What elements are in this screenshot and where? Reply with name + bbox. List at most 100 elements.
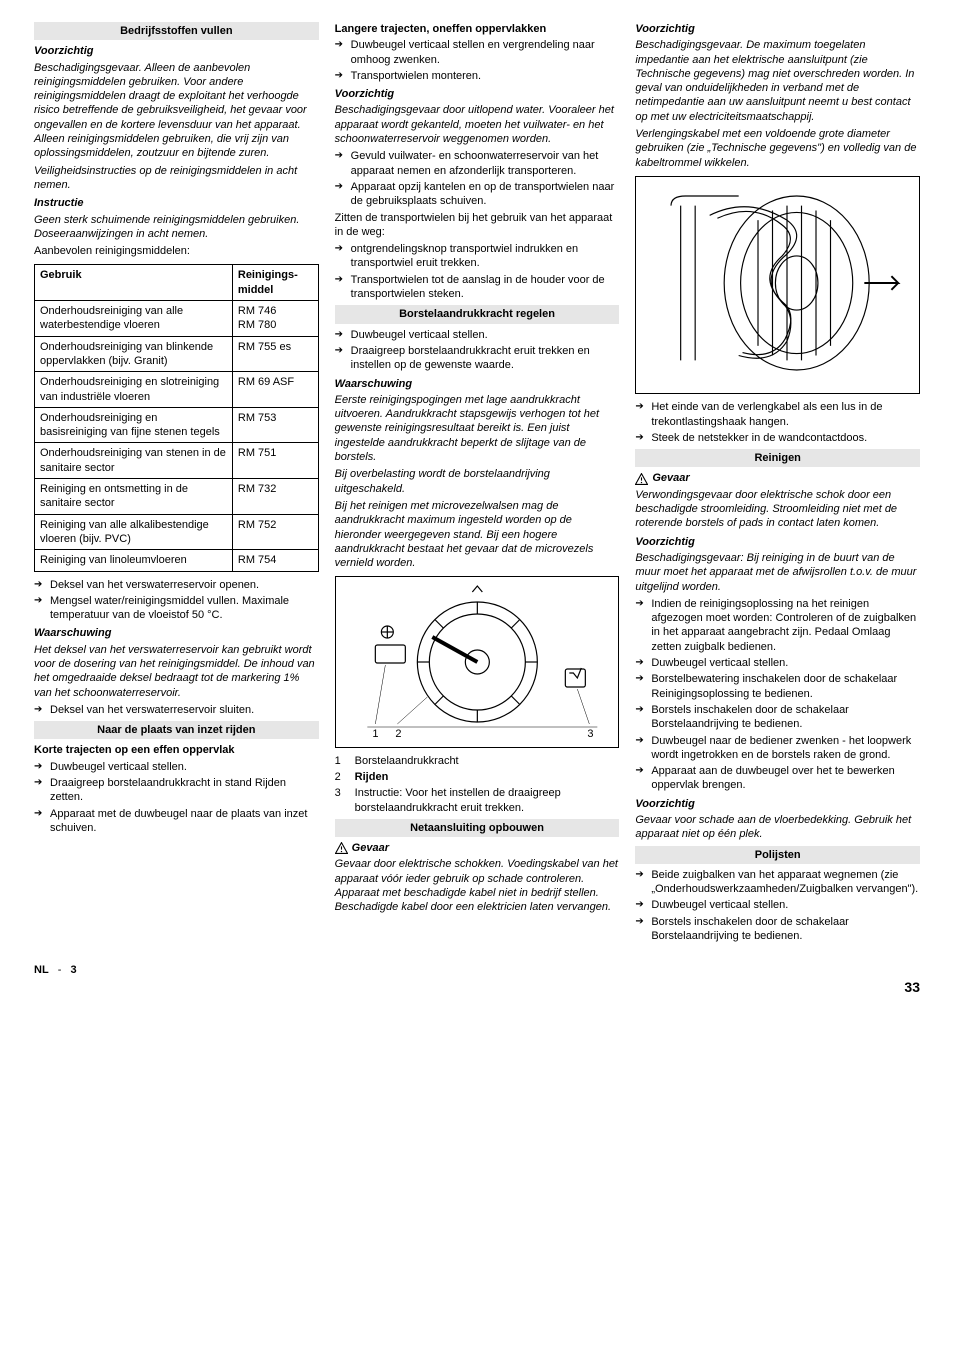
danger-heading: Gevaar: [635, 471, 920, 485]
step-list: Indien de reinigingsoplossing na het rei…: [635, 597, 920, 793]
warning-text: Bij overbelasting wordt de borstelaandri…: [335, 467, 620, 496]
caution-text: Beschadigingsgevaar: Bij reiniging in de…: [635, 551, 920, 594]
cable-hook-illustration: [635, 176, 920, 394]
caution-text: Veiligheidsinstructies op de reinigingsm…: [34, 164, 319, 193]
caution-heading: Voorzichtig: [635, 22, 920, 36]
footer-local-page: 3: [70, 964, 76, 976]
body-text: Zitten de transportwielen bij het gebrui…: [335, 211, 620, 240]
legend-item: 3Instructie: Voor het instellen de draai…: [335, 786, 620, 815]
list-item: Duwbeugel verticaal stellen.: [335, 328, 620, 342]
legend-item: 1Borstelaandrukkracht: [335, 754, 620, 768]
danger-text: Verwondingsgevaar door elektrische schok…: [635, 488, 920, 531]
danger-text: Gevaar door elektrische schokken. Voedin…: [335, 857, 620, 914]
warning-triangle-icon: [335, 842, 348, 854]
list-item: Transportwielen monteren.: [335, 69, 620, 83]
table-cell: Onderhoudsreiniging en basisreiniging va…: [35, 407, 233, 443]
column-2: Langere trajecten, oneffen oppervlakken …: [335, 18, 620, 945]
caution-text: Verlengingskabel met een voldoende grote…: [635, 127, 920, 170]
list-item: Borstels inschakelen door de schakelaar …: [635, 915, 920, 944]
list-item: Apparaat met de duwbeugel naar de plaats…: [34, 807, 319, 836]
list-item: Steek de netstekker in de wandcontactdoo…: [635, 431, 920, 445]
list-item: Duwbeugel verticaal stellen en vergrende…: [335, 38, 620, 67]
list-item: Duwbeugel verticaal stellen.: [635, 656, 920, 670]
table-header: Gebruik: [35, 265, 233, 301]
caution-heading: Voorzichtig: [335, 87, 620, 101]
list-item: Draaigreep borstelaandrukkracht in stand…: [34, 776, 319, 805]
warning-text: Het deksel van het verswaterreservoir ka…: [34, 643, 319, 700]
step-list: Duwbeugel verticaal stellen en vergrende…: [335, 38, 620, 83]
list-item: Duwbeugel verticaal stellen.: [635, 898, 920, 912]
list-item: Gevuld vuilwater- en schoonwaterreservoi…: [335, 149, 620, 178]
list-item: Duwbeugel verticaal stellen.: [34, 760, 319, 774]
section-heading: Naar de plaats van inzet rijden: [34, 721, 319, 739]
caution-text: Beschadigingsgevaar door uitlopend water…: [335, 103, 620, 146]
table-cell: RM 754: [232, 550, 318, 571]
table-cell: Onderhoudsreiniging van alle waterbesten…: [35, 301, 233, 337]
caution-text: Beschadigingsgevaar. Alleen de aanbevole…: [34, 61, 319, 161]
list-item: Apparaat opzij kantelen en op de transpo…: [335, 180, 620, 209]
table-cell: Onderhoudsreiniging van blinkende opperv…: [35, 336, 233, 372]
step-list: Duwbeugel verticaal stellen. Draaigreep …: [34, 760, 319, 835]
warning-triangle-icon: [635, 473, 648, 485]
footer-center: NL - 3: [34, 963, 920, 977]
caution-heading: Voorzichtig: [34, 44, 319, 58]
list-item: Transportwielen tot de aanslag in de hou…: [335, 273, 620, 302]
caution-heading: Voorzichtig: [635, 797, 920, 811]
caution-text: Gevaar voor schade aan de vloerbedekking…: [635, 813, 920, 842]
table-cell: Reiniging en ontsmetting in de sanitaire…: [35, 479, 233, 515]
list-item: Deksel van het verswaterreservoir openen…: [34, 578, 319, 592]
list-item: ontgrendelingsknop transportwiel indrukk…: [335, 242, 620, 271]
danger-heading: Gevaar: [335, 841, 620, 855]
step-list: Deksel van het verswaterreservoir sluite…: [34, 703, 319, 717]
step-list: Het einde van de verlengkabel als een lu…: [635, 400, 920, 445]
list-item: Draaigreep borstelaandrukkracht eruit tr…: [335, 344, 620, 373]
list-item: Het einde van de verlengkabel als een lu…: [635, 400, 920, 429]
legend-list: 1Borstelaandrukkracht 2Rijden 3Instructi…: [335, 754, 620, 815]
step-list: ontgrendelingsknop transportwiel indrukk…: [335, 242, 620, 301]
table-cell: Onderhoudsreiniging en slotreiniging van…: [35, 372, 233, 408]
table-cell: RM 746 RM 780: [232, 301, 318, 337]
footer-global-page: 33: [904, 978, 920, 996]
section-heading: Bedrijfsstoffen vullen: [34, 22, 319, 40]
page-footer: NL - 3 33: [34, 963, 920, 981]
legend-item: 2Rijden: [335, 770, 620, 784]
step-list: Duwbeugel verticaal stellen. Draaigreep …: [335, 328, 620, 373]
detergent-table: Gebruik Reinigings-middel Onderhoudsrein…: [34, 264, 319, 571]
step-list: Gevuld vuilwater- en schoonwaterreservoi…: [335, 149, 620, 208]
page-columns: Bedrijfsstoffen vullen Voorzichtig Besch…: [34, 18, 920, 945]
instruction-heading: Instructie: [34, 196, 319, 210]
column-3: Voorzichtig Beschadigingsgevaar. De maxi…: [635, 18, 920, 945]
subheading: Langere trajecten, oneffen oppervlakken: [335, 22, 620, 36]
table-cell: RM 755 es: [232, 336, 318, 372]
table-cell: RM 732: [232, 479, 318, 515]
table-cell: RM 69 ASF: [232, 372, 318, 408]
body-text: Aanbevolen reinigingsmiddelen:: [34, 244, 319, 258]
dial-illustration: 1 2 3: [335, 576, 620, 747]
caution-text: Beschadigingsgevaar. De maximum toegelat…: [635, 38, 920, 124]
table-cell: RM 753: [232, 407, 318, 443]
table-cell: Reiniging van alle alkalibestendige vloe…: [35, 514, 233, 550]
section-heading: Polijsten: [635, 846, 920, 864]
list-item: Borstelbewatering inschakelen door de sc…: [635, 672, 920, 701]
list-item: Deksel van het verswaterreservoir sluite…: [34, 703, 319, 717]
warning-text: Eerste reinigingspogingen met lage aandr…: [335, 393, 620, 464]
list-item: Indien de reinigingsoplossing na het rei…: [635, 597, 920, 654]
warning-heading: Waarschuwing: [34, 626, 319, 640]
footer-lang: NL: [34, 964, 49, 976]
table-cell: RM 752: [232, 514, 318, 550]
list-item: Duwbeugel naar de bediener zwenken - het…: [635, 734, 920, 763]
column-1: Bedrijfsstoffen vullen Voorzichtig Besch…: [34, 18, 319, 945]
svg-text:1: 1: [372, 728, 378, 740]
table-cell: Onderhoudsreiniging van stenen in de san…: [35, 443, 233, 479]
list-item: Mengsel water/reinigingsmiddel vullen. M…: [34, 594, 319, 623]
list-item: Borstels inschakelen door de schakelaar …: [635, 703, 920, 732]
list-item: Apparaat aan de duwbeugel over het te be…: [635, 764, 920, 793]
subheading: Korte trajecten op een effen oppervlak: [34, 743, 319, 757]
warning-heading: Waarschuwing: [335, 377, 620, 391]
list-item: Beide zuigbalken van het apparaat wegnem…: [635, 868, 920, 897]
svg-text:2: 2: [395, 728, 401, 740]
caution-heading: Voorzichtig: [635, 535, 920, 549]
warning-text: Bij het reinigen met microvezelwalsen ma…: [335, 499, 620, 570]
section-heading: Netaansluiting opbouwen: [335, 819, 620, 837]
svg-text:3: 3: [587, 728, 593, 740]
